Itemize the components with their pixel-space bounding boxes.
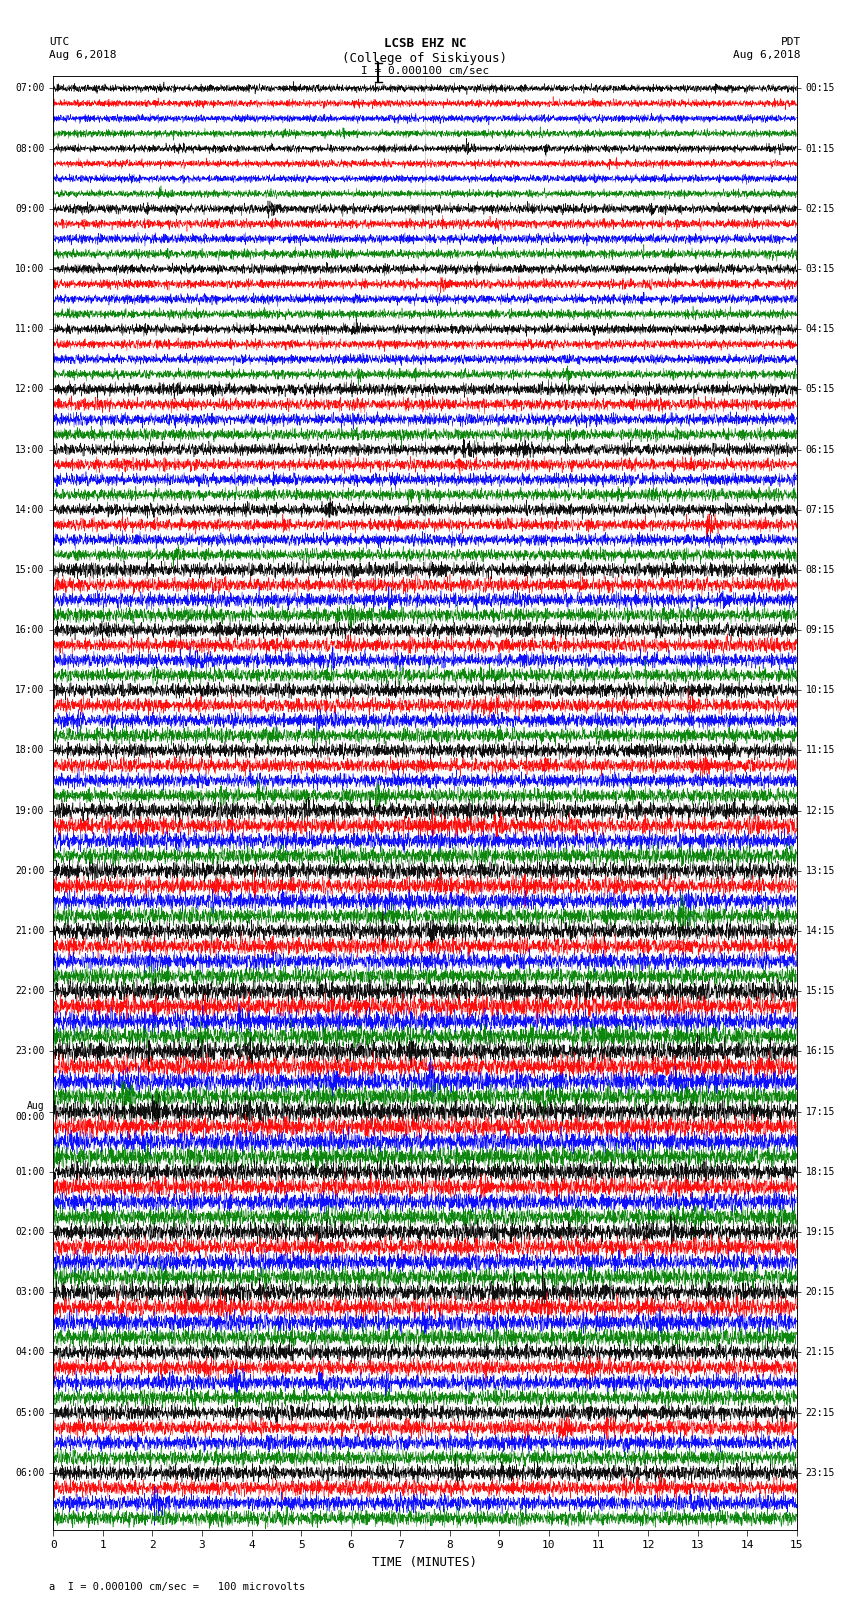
Text: UTC: UTC (49, 37, 70, 47)
Text: (College of Siskiyous): (College of Siskiyous) (343, 52, 507, 65)
Text: PDT: PDT (780, 37, 801, 47)
Text: a  I = 0.000100 cm/sec =   100 microvolts: a I = 0.000100 cm/sec = 100 microvolts (49, 1582, 305, 1592)
Text: Aug 6,2018: Aug 6,2018 (49, 50, 116, 60)
X-axis label: TIME (MINUTES): TIME (MINUTES) (372, 1557, 478, 1569)
Text: I = 0.000100 cm/sec: I = 0.000100 cm/sec (361, 66, 489, 76)
Text: Aug 6,2018: Aug 6,2018 (734, 50, 801, 60)
Text: LCSB EHZ NC: LCSB EHZ NC (383, 37, 467, 50)
